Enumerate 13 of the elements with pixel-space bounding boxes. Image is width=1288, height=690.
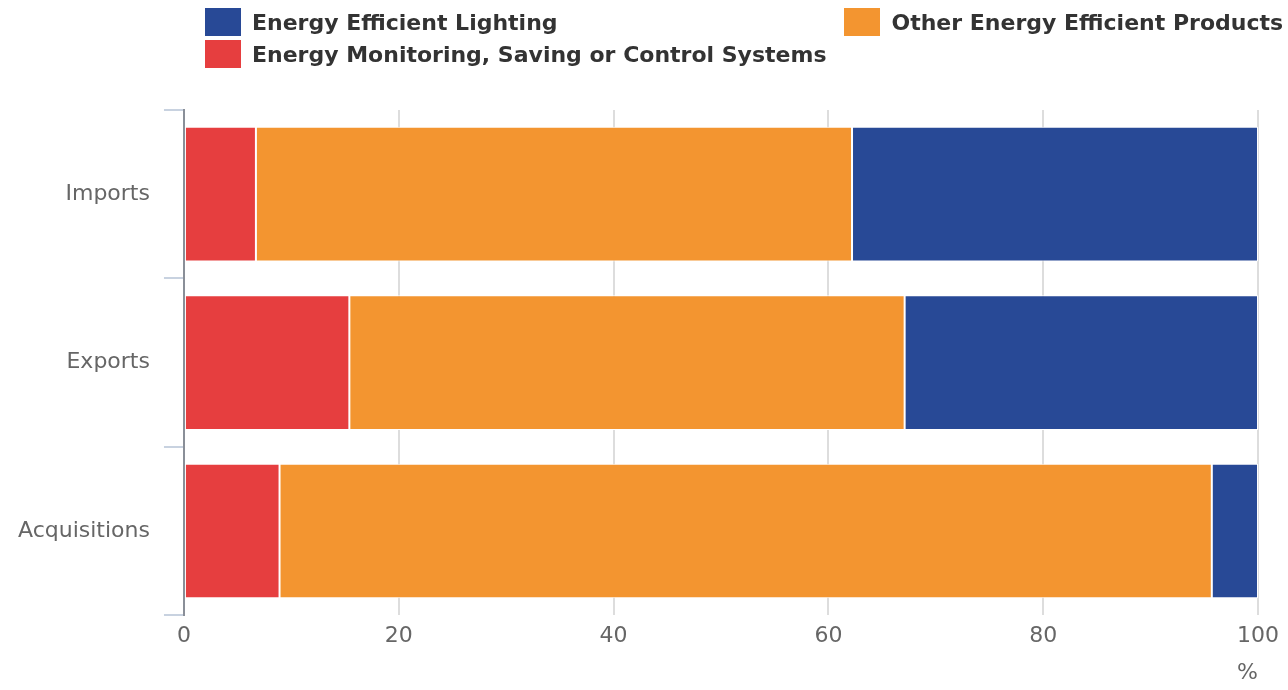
x-axis-title: %: [1237, 658, 1258, 684]
x-tick-label: 40: [599, 622, 628, 648]
x-tick-label: 0: [176, 622, 191, 648]
y-tick-label: Acquisitions: [17, 516, 150, 542]
legend-label: Other Energy Efficient Products: [891, 9, 1284, 35]
x-tick-label: 20: [384, 622, 413, 648]
y-tick-label: Imports: [65, 179, 150, 205]
x-tick-label: 60: [814, 622, 843, 648]
y-tick-label: Exports: [66, 348, 150, 374]
x-tick-label: 100: [1237, 622, 1279, 648]
x-tick-label: 80: [1029, 622, 1058, 648]
legend-label: Energy Efficient Lighting: [252, 9, 558, 35]
legend-label: Energy Monitoring, Saving or Control Systems: [252, 41, 827, 67]
